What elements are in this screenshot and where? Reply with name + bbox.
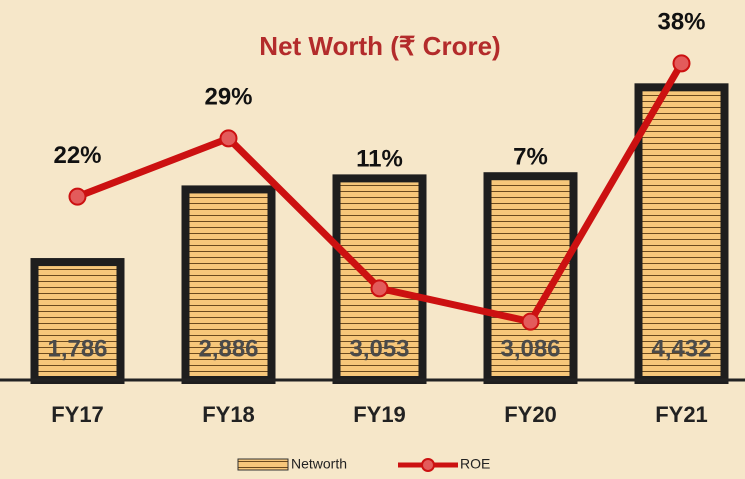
x-tick-label: FY19	[353, 402, 406, 427]
bar-value-label: 3,053	[349, 335, 409, 362]
bar-value-label: 1,786	[47, 335, 107, 362]
roe-label: 22%	[53, 142, 101, 169]
bar	[181, 185, 276, 384]
legend-swatch	[237, 458, 289, 471]
x-tick-label: FY17	[51, 402, 104, 427]
roe-label: 11%	[356, 146, 403, 173]
roe-point	[521, 312, 540, 331]
bar	[30, 258, 125, 385]
legend-label: ROE	[460, 456, 490, 472]
roe-point	[672, 54, 691, 73]
bar-value-label: 3,086	[500, 335, 560, 362]
roe-point	[219, 129, 238, 148]
bar	[332, 174, 427, 384]
roe-label: 29%	[204, 84, 252, 111]
roe-point	[68, 187, 87, 206]
bar-value-label: 4,432	[651, 335, 711, 362]
roe-label: 7%	[513, 144, 548, 171]
chart-title: Net Worth (₹ Crore)	[259, 31, 500, 61]
x-tick-label: FY21	[655, 402, 708, 427]
legend-label: Networth	[291, 456, 347, 472]
x-tick-label: FY20	[504, 402, 557, 427]
roe-label: 38%	[657, 9, 705, 36]
roe-point	[370, 279, 389, 298]
bar-value-label: 2,886	[198, 335, 258, 362]
legend-marker	[421, 458, 435, 472]
x-tick-label: FY18	[202, 402, 255, 427]
